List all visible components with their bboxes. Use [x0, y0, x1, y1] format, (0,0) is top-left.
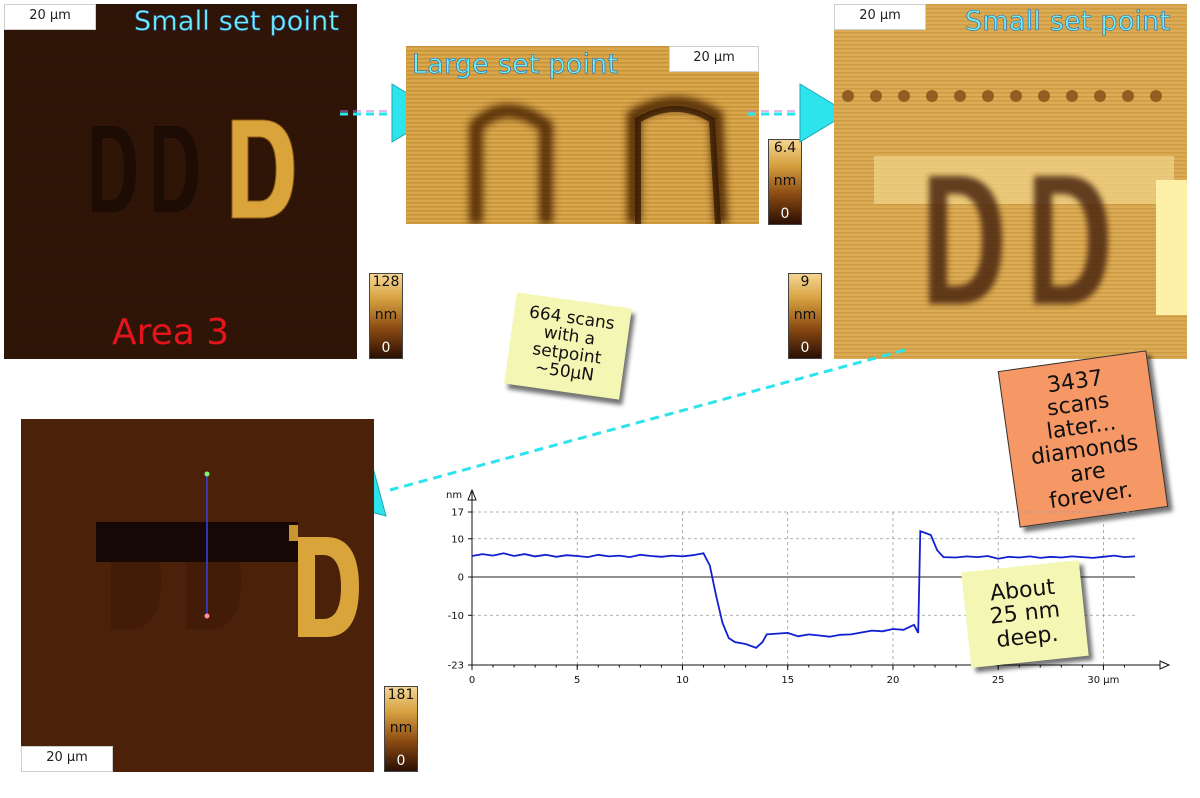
etched-letters — [929, 176, 1108, 304]
bright-letter-d — [298, 537, 359, 637]
y-axis-label: nm — [446, 490, 462, 501]
y-tick-label: 0 — [458, 573, 464, 584]
x-tick-label: 5 — [574, 675, 580, 686]
afm-scan-bottom-left — [21, 419, 374, 772]
x-tick-label: 15 — [781, 675, 794, 686]
y-tick-label: -10 — [448, 611, 464, 622]
afm-scan-top-left — [4, 4, 357, 359]
colorbar-max: 181 — [387, 687, 415, 703]
panel-title: Small set point — [965, 6, 1171, 38]
bright-patch — [1156, 180, 1187, 315]
scale-bar: 20 µm — [4, 4, 96, 30]
scale-bar: 20 µm — [834, 4, 926, 30]
colorbar-unit: nm — [389, 720, 413, 736]
colorbar-min: 0 — [396, 753, 406, 769]
colorbar: 6.4 nm 0 — [768, 139, 802, 225]
colorbar-min: 0 — [780, 206, 790, 222]
scale-bar: 20 µm — [21, 746, 113, 772]
x-tick-label: 30 µm — [1087, 675, 1119, 686]
profile-start-marker — [204, 471, 210, 477]
x-tick-label: 20 — [887, 675, 900, 686]
y-axis-arrow — [467, 488, 477, 501]
y-tick-label: 10 — [451, 534, 464, 545]
colorbar-max: 9 — [800, 274, 810, 290]
colorbar: 181 nm 0 — [384, 686, 418, 772]
y-tick-label: 17 — [451, 508, 464, 519]
connector-arrow — [748, 83, 849, 143]
profile-series-line — [471, 529, 1136, 649]
panel-title: Small set point — [134, 6, 340, 38]
x-tick-label: 10 — [676, 675, 689, 686]
colorbar-unit: nm — [374, 307, 398, 323]
afm-image-top-left: 20 µm Small set point Area 3 — [4, 4, 357, 359]
colorbar: 128 nm 0 — [369, 273, 403, 359]
colorbar-max: 128 — [372, 274, 400, 290]
sticky-note-depth: About 25 nm deep. — [961, 560, 1089, 668]
colorbar: 9 nm 0 — [788, 273, 822, 359]
dot-row — [842, 90, 1162, 102]
etched-trench — [96, 522, 298, 562]
afm-image-top-middle: 20 µm Large set point — [406, 46, 759, 224]
colorbar-min: 0 — [381, 340, 391, 356]
faint-letter-d — [154, 126, 198, 212]
colorbar-min: 0 — [800, 340, 810, 356]
height-profile-chart: nm 0 5 10 15 20 25 30 µm 17 10 0 -10 -23 — [446, 488, 1170, 686]
scale-bar: 20 µm — [669, 46, 759, 72]
afm-scan-top-right — [834, 4, 1187, 359]
panel-title: Large set point — [412, 49, 619, 81]
colorbar-unit: nm — [773, 173, 797, 189]
afm-image-top-right: 20 µm Small set point — [834, 4, 1187, 359]
afm-image-bottom-left: 20 µm — [21, 419, 374, 772]
afm-scan-top-middle — [406, 46, 759, 224]
profile-end-marker — [204, 613, 210, 619]
colorbar-unit: nm — [793, 307, 817, 323]
colorbar-max: 6.4 — [773, 140, 797, 156]
area-label: Area 3 — [112, 312, 230, 353]
x-tick-label: 25 — [992, 675, 1005, 686]
y-tick-label: -23 — [448, 661, 464, 672]
chart-series — [471, 529, 1136, 649]
faint-letter-d — [92, 126, 136, 212]
x-tick-label: 0 — [469, 675, 475, 686]
x-axis-arrow — [1159, 660, 1170, 670]
